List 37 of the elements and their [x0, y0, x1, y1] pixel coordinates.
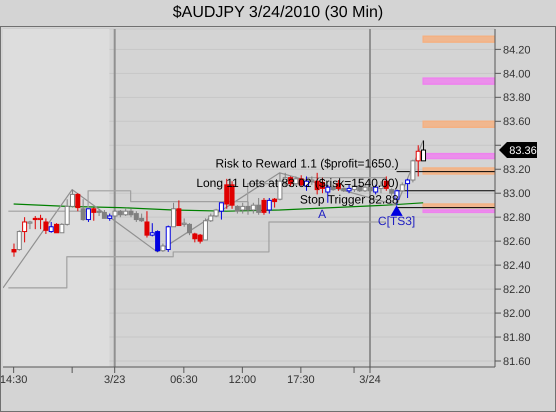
y-tick-label: 83.80	[503, 92, 531, 104]
y-tick-label: 81.60	[503, 356, 531, 368]
annotation: Risk to Reward 1.1 ($profit=1650.)	[216, 156, 399, 171]
text: 83.36	[509, 145, 537, 158]
candlestick	[272, 198, 278, 208]
candlestick	[86, 208, 91, 222]
candlestick	[91, 207, 96, 222]
x-tick-label: 17:30	[287, 374, 315, 386]
candlestick	[54, 222, 60, 234]
y-tick-label: 82.20	[503, 284, 531, 296]
y-tick-label: 84.20	[503, 44, 531, 56]
x-tick-label: 3/23	[104, 374, 126, 386]
x-tick-label: 14:30	[0, 374, 28, 386]
x-tick-label: 12:00	[228, 374, 256, 386]
candlestick	[266, 198, 272, 214]
y-tick-label: 84.00	[503, 68, 531, 80]
candlestick	[48, 221, 54, 234]
y-tick-label: 81.80	[503, 332, 531, 344]
y-tick-label: 82.80	[503, 212, 531, 224]
candlestick	[11, 243, 16, 258]
candlestick	[80, 198, 86, 222]
candlestick	[144, 210, 150, 238]
x-tick-label: 3/24	[359, 374, 381, 386]
y-tick-label: 82.40	[503, 260, 531, 272]
x-tick-label: 06:30	[170, 374, 198, 386]
candlestick	[43, 218, 48, 234]
y-tick-label: 83.00	[503, 188, 531, 200]
annotation: C[TS3]	[378, 214, 416, 228]
annotation: A	[318, 206, 326, 221]
y-tick-label: 82.00	[503, 308, 531, 320]
y-tick-label: 83.20	[503, 164, 531, 176]
candlestick	[75, 192, 80, 212]
candlestick	[176, 200, 182, 226]
chart-title: $AUDJPY 3/24/2010 (30 Min)	[172, 3, 384, 23]
y-tick-label: 82.60	[503, 236, 531, 248]
y-tick-label: 83.60	[503, 116, 531, 128]
candlestick	[261, 198, 266, 216]
